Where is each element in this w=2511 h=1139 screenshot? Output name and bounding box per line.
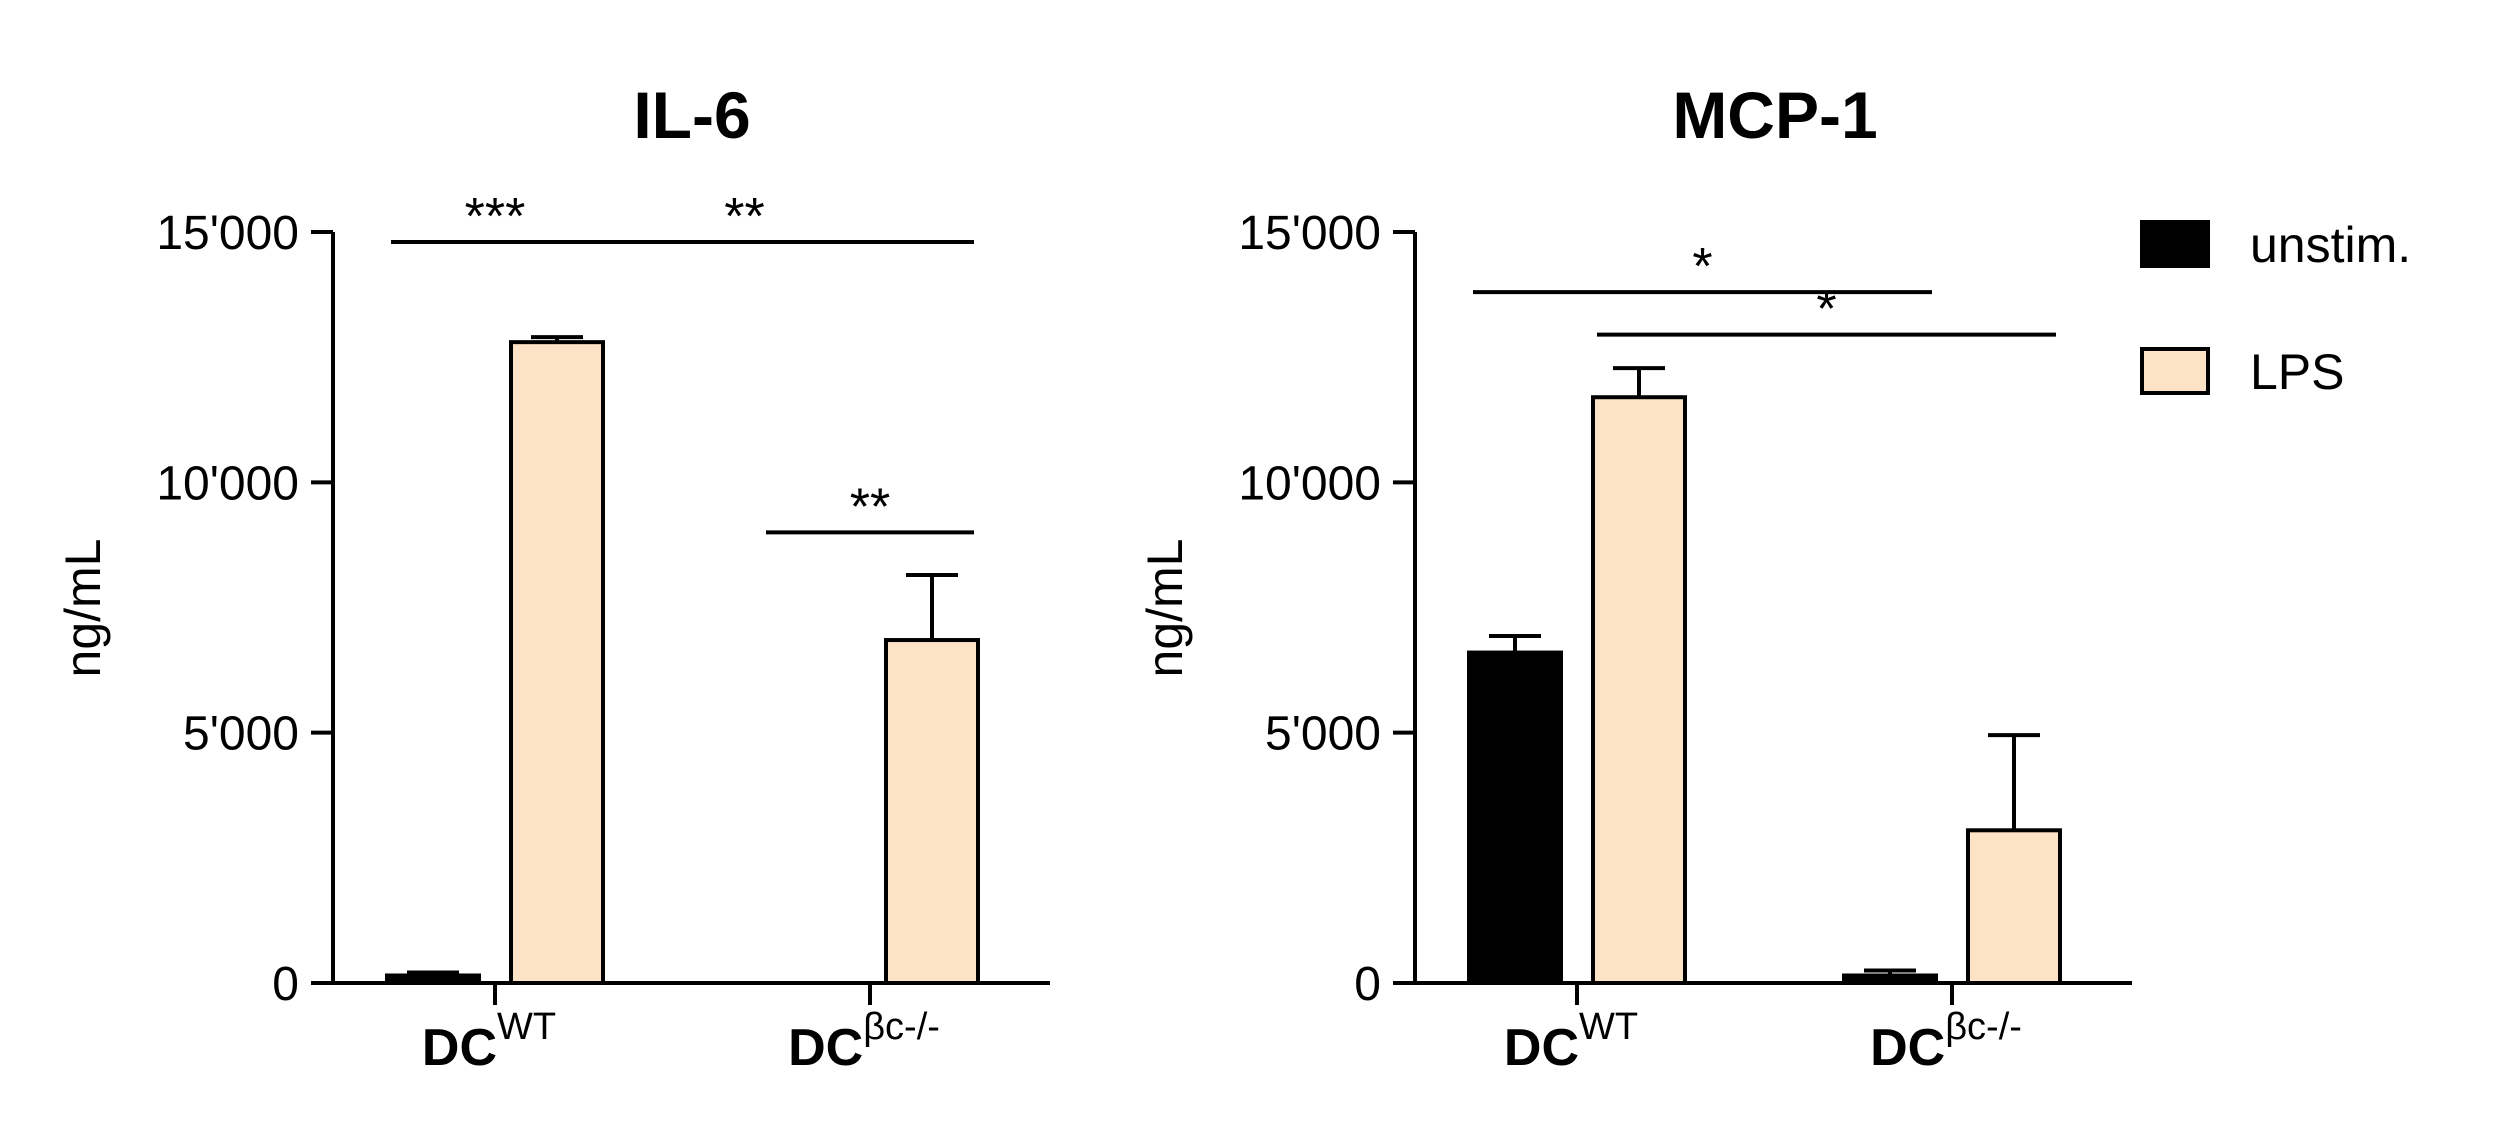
- mcp1-category-label-1: DCβc-/-: [1870, 1006, 2022, 1077]
- il6-category-label-0: DCWT: [422, 1006, 556, 1077]
- mcp1-y-tick-label: 10'000: [1238, 457, 1381, 510]
- mcp1-category-label-0: DCWT: [1504, 1006, 1638, 1077]
- legend: unstim. LPS: [2140, 217, 2411, 400]
- legend-swatch-lps: [2140, 347, 2210, 395]
- il6-significance-label-2: **: [850, 478, 890, 536]
- il6-bar-lps-0: [509, 340, 605, 985]
- legend-label-unstim: unstim.: [2250, 217, 2411, 273]
- il6-chart-title: IL-6: [633, 78, 750, 152]
- mcp1-chart-title: MCP-1: [1672, 78, 1877, 152]
- il6-y-tick-label: 0: [272, 958, 299, 1011]
- mcp1-y-tick-label: 0: [1354, 958, 1381, 1011]
- legend-label-lps: LPS: [2250, 344, 2345, 400]
- il6-y-tick-label: 15'000: [156, 207, 299, 260]
- il6-category-label-1: DCβc-/-: [788, 1006, 940, 1077]
- legend-swatch-unstim: [2140, 220, 2210, 268]
- mcp1-bar-lps-1: [1966, 828, 2062, 986]
- mcp1-significance-label-0: *: [1692, 238, 1712, 296]
- mcp1-y-tick-label: 5'000: [1265, 708, 1381, 761]
- mcp1-bar-unstim-0: [1467, 650, 1563, 985]
- mcp1-panel: MCP-1 ng/mL 0 5'000 10'000 15'000 DCWT DCβc-/- *…: [1137, 78, 2132, 1077]
- il6-y-tick-label: 5'000: [183, 708, 299, 761]
- mcp1-significance-label-1: *: [1816, 281, 1836, 339]
- mcp1-y-axis-label: ng/mL: [1137, 539, 1193, 678]
- mcp1-bar-lps-0: [1591, 395, 1687, 986]
- il6-y-axis-label: ng/mL: [55, 539, 111, 678]
- mcp1-y-tick-label: 15'000: [1238, 207, 1381, 260]
- il6-significance-label-1: **: [724, 188, 764, 246]
- il6-bar-lps-1: [884, 638, 980, 985]
- il6-y-tick-label: 10'000: [156, 457, 299, 510]
- il6-significance-label-0: ***: [465, 188, 526, 246]
- il6-panel: IL-6 ng/mL 0 5'000 10'000 15'000 DCWT DCβc-/- **…: [55, 78, 1050, 1077]
